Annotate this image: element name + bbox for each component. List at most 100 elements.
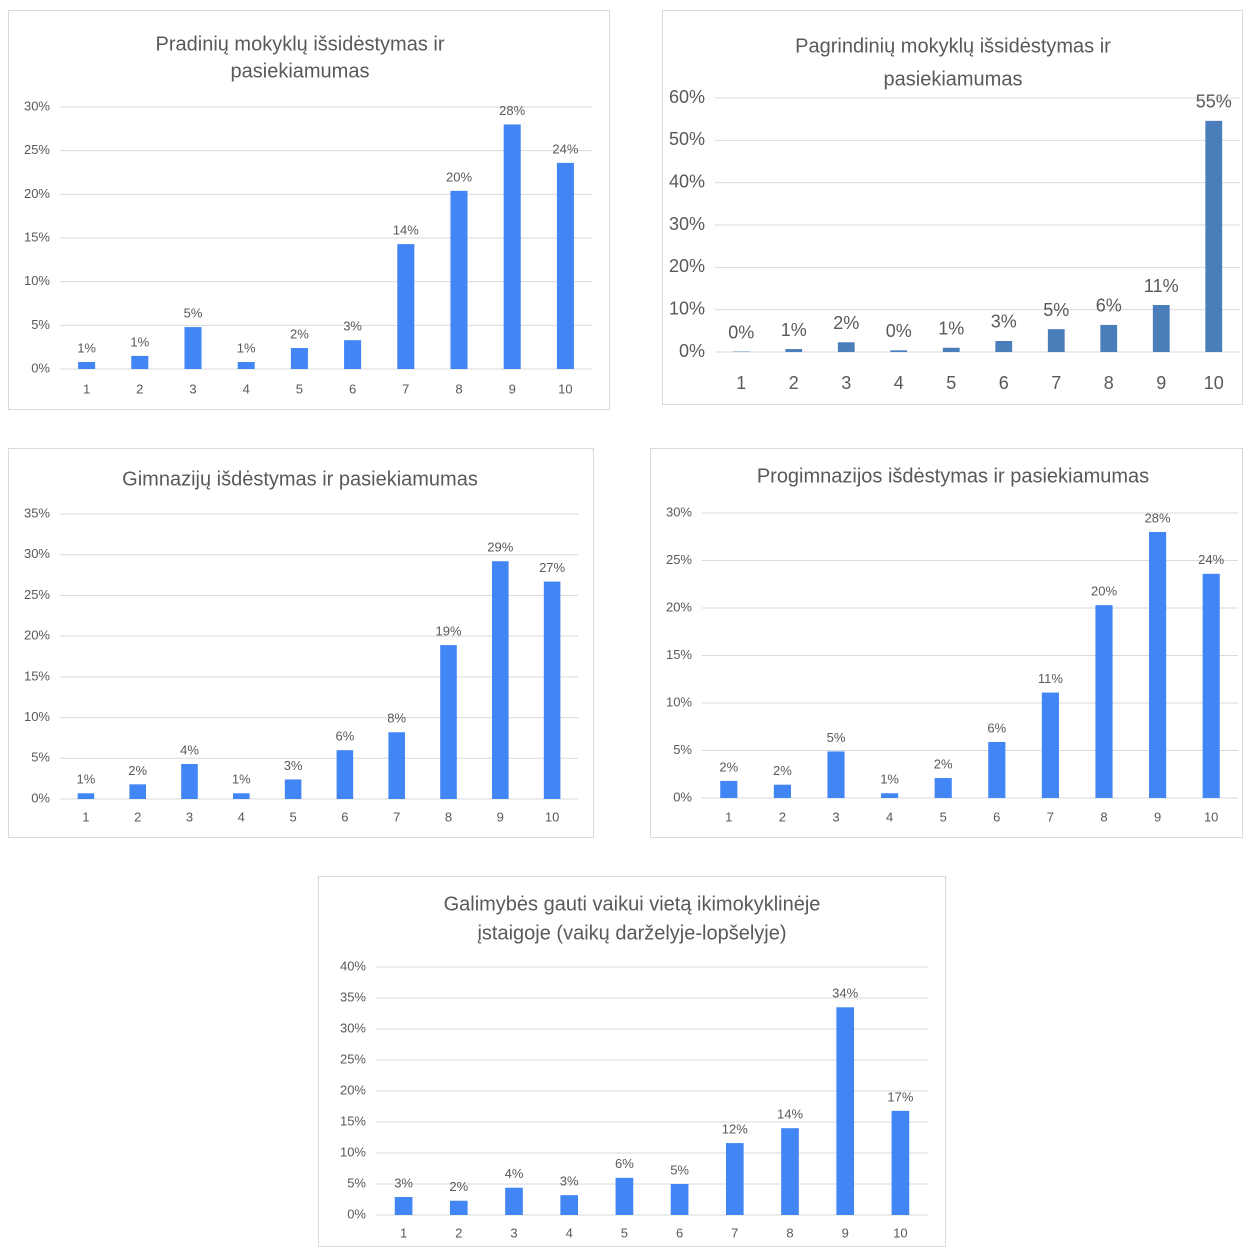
- y-tick-label: 40%: [669, 171, 705, 191]
- data-label: 11%: [1144, 276, 1179, 296]
- bar: [131, 355, 149, 369]
- x-tick-label: 1: [82, 809, 89, 824]
- y-tick-label: 0%: [673, 789, 692, 804]
- data-label: 24%: [552, 141, 578, 156]
- y-tick-label: 10%: [24, 273, 50, 288]
- data-label: 20%: [446, 169, 472, 184]
- bar: [388, 732, 405, 799]
- bar: [77, 793, 95, 799]
- bar: [184, 327, 202, 369]
- data-label: 6%: [987, 720, 1006, 735]
- x-tick-label: 3: [186, 809, 193, 824]
- x-tick-label: 8: [786, 1225, 793, 1240]
- data-label: 1%: [77, 340, 96, 355]
- chart-frame: [8, 10, 610, 410]
- data-label: 5%: [1043, 300, 1069, 320]
- bar: [503, 124, 521, 369]
- y-tick-label: 35%: [24, 505, 50, 520]
- data-label: 19%: [435, 624, 461, 639]
- bar: [237, 362, 255, 369]
- data-label: 2%: [719, 759, 738, 774]
- bar: [440, 645, 457, 799]
- y-tick-label: 5%: [673, 742, 692, 757]
- x-tick-label: 8: [1104, 373, 1114, 393]
- data-label: 5%: [184, 306, 203, 321]
- x-tick-label: 1: [736, 373, 746, 393]
- bar: [995, 340, 1013, 352]
- x-tick-label: 1: [83, 381, 90, 396]
- bar: [284, 779, 302, 799]
- data-label: 0%: [886, 321, 912, 341]
- bar: [1152, 305, 1170, 352]
- x-tick-label: 4: [238, 809, 245, 824]
- data-label: 12%: [722, 1122, 748, 1137]
- bar: [181, 763, 198, 799]
- x-tick-label: 7: [731, 1225, 738, 1240]
- x-tick-label: 10: [545, 809, 559, 824]
- bar: [837, 342, 855, 352]
- data-label: 29%: [487, 540, 513, 555]
- x-tick-label: 6: [349, 381, 356, 396]
- x-tick-label: 1: [725, 809, 732, 824]
- data-label: 1%: [781, 320, 807, 340]
- data-label: 27%: [539, 560, 565, 575]
- bar: [942, 347, 960, 352]
- data-label: 8%: [387, 711, 406, 726]
- x-tick-label: 5: [621, 1225, 628, 1240]
- data-label: 2%: [449, 1179, 468, 1194]
- bar: [1095, 605, 1113, 798]
- bar: [560, 1195, 579, 1215]
- data-label: 2%: [128, 763, 147, 778]
- chart-title: pasiekiamumas: [231, 60, 370, 82]
- y-tick-label: 35%: [340, 989, 366, 1004]
- x-tick-label: 9: [1154, 809, 1161, 824]
- y-tick-label: 30%: [24, 98, 50, 113]
- data-label: 1%: [880, 772, 899, 787]
- x-tick-label: 6: [999, 373, 1009, 393]
- y-tick-label: 10%: [669, 298, 705, 318]
- x-tick-label: 9: [497, 809, 504, 824]
- y-tick-label: 15%: [666, 647, 692, 662]
- data-label: 4%: [180, 742, 199, 757]
- data-label: 14%: [777, 1107, 803, 1122]
- bar: [988, 741, 1006, 798]
- y-tick-label: 30%: [666, 504, 692, 519]
- data-label: 2%: [833, 313, 859, 333]
- bar: [781, 1128, 799, 1215]
- y-tick-label: 15%: [24, 668, 50, 683]
- bar: [670, 1184, 689, 1215]
- x-tick-label: 3: [189, 381, 196, 396]
- bar: [78, 362, 96, 369]
- chart-title: Pradinių mokyklų išsidėstymas ir: [156, 33, 445, 55]
- bar: [891, 1110, 910, 1215]
- bar: [827, 751, 845, 798]
- chart-title: Galimybės gauti vaikui vietą ikimokyklin…: [444, 893, 821, 915]
- bar: [394, 1197, 413, 1215]
- y-tick-label: 25%: [340, 1051, 366, 1066]
- data-label: 1%: [130, 334, 149, 349]
- x-tick-label: 10: [1204, 373, 1224, 393]
- bar: [881, 793, 899, 798]
- bar: [725, 1143, 744, 1215]
- x-tick-label: 4: [566, 1225, 573, 1240]
- x-tick-label: 8: [445, 809, 452, 824]
- x-tick-label: 10: [893, 1225, 907, 1240]
- y-tick-label: 25%: [666, 552, 692, 567]
- x-tick-label: 5: [940, 809, 947, 824]
- bar: [129, 784, 146, 799]
- bar: [1202, 573, 1220, 798]
- data-label: 1%: [237, 340, 256, 355]
- bar: [543, 581, 561, 799]
- data-label: 20%: [1091, 584, 1117, 599]
- data-label: 28%: [1145, 510, 1171, 525]
- bar: [344, 340, 362, 369]
- data-label: 6%: [1096, 296, 1122, 316]
- bar: [233, 793, 250, 799]
- data-label: 6%: [336, 729, 355, 744]
- x-tick-label: 9: [509, 381, 516, 396]
- x-tick-label: 2: [789, 373, 799, 393]
- data-label: 3%: [284, 758, 303, 773]
- bar: [336, 750, 354, 799]
- bar: [450, 190, 468, 369]
